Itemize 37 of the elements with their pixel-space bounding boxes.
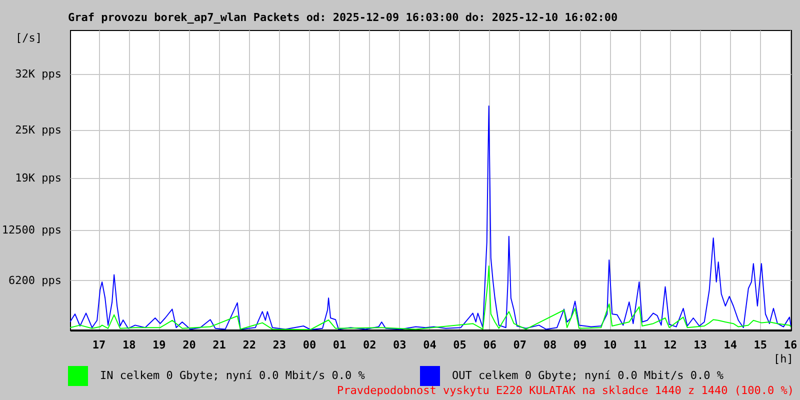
x-tick-label: 12 — [664, 338, 677, 352]
x-tick-label: 03 — [393, 338, 406, 352]
x-tick-label: 09 — [573, 338, 587, 352]
x-tick-label: 06 — [483, 338, 497, 352]
legend-label: OUT celkem 0 Gbyte; nyní 0.0 Mbit/s 0.0 % — [452, 369, 724, 382]
x-tick-label: 19 — [152, 338, 166, 352]
x-tick-label: 00 — [302, 338, 316, 352]
x-tick-label: 23 — [272, 338, 286, 352]
x-tick-label: 21 — [212, 338, 226, 352]
line-series — [70, 266, 791, 330]
x-tick-label: 10 — [604, 338, 617, 352]
x-tick-label: 11 — [634, 338, 648, 352]
x-tick-label: 20 — [182, 338, 196, 352]
x-tick-label: 13 — [694, 338, 707, 352]
text: Pravdepodobnost vyskytu E220 KULATAK na skladce 1440 z 1440 (100.0 %) — [337, 384, 794, 397]
x-tick-label: 08 — [543, 338, 557, 352]
y-tick-label: 25K pps — [15, 124, 62, 136]
chart-title: Graf provozu borek_ap7_wlan Packets od: 2025-12-09 16:03:00 do: 2025-12-10 16:02:00 — [68, 11, 618, 24]
x-tick-label: 15 — [754, 338, 768, 352]
x-tick-label: 17 — [92, 338, 106, 352]
line-series — [70, 106, 791, 330]
x-tick-label: 04 — [423, 338, 437, 352]
y-tick-label: 32K pps — [15, 68, 62, 80]
x-tick-label: 02 — [362, 338, 376, 352]
x-tick-label: 01 — [332, 338, 347, 352]
x-tick-label: 18 — [122, 338, 136, 352]
y-tick-label: 6200 pps — [8, 274, 62, 287]
x-tick-label: 14 — [724, 338, 738, 352]
x-tick-label: 07 — [513, 338, 527, 352]
y-tick-label: 19K pps — [15, 172, 62, 184]
x-tick-label: 05 — [453, 338, 466, 352]
y-axis-title: [/s] — [16, 32, 42, 44]
x-tick-label: 22 — [242, 338, 256, 352]
x-tick-label: 16 — [784, 338, 798, 352]
y-tick-label: 12500 pps — [2, 224, 62, 236]
legend-label: IN celkem 0 Gbyte; nyní 0.0 Mbit/s 0.0 % — [100, 369, 366, 382]
x-axis-title: [h] — [774, 352, 794, 366]
